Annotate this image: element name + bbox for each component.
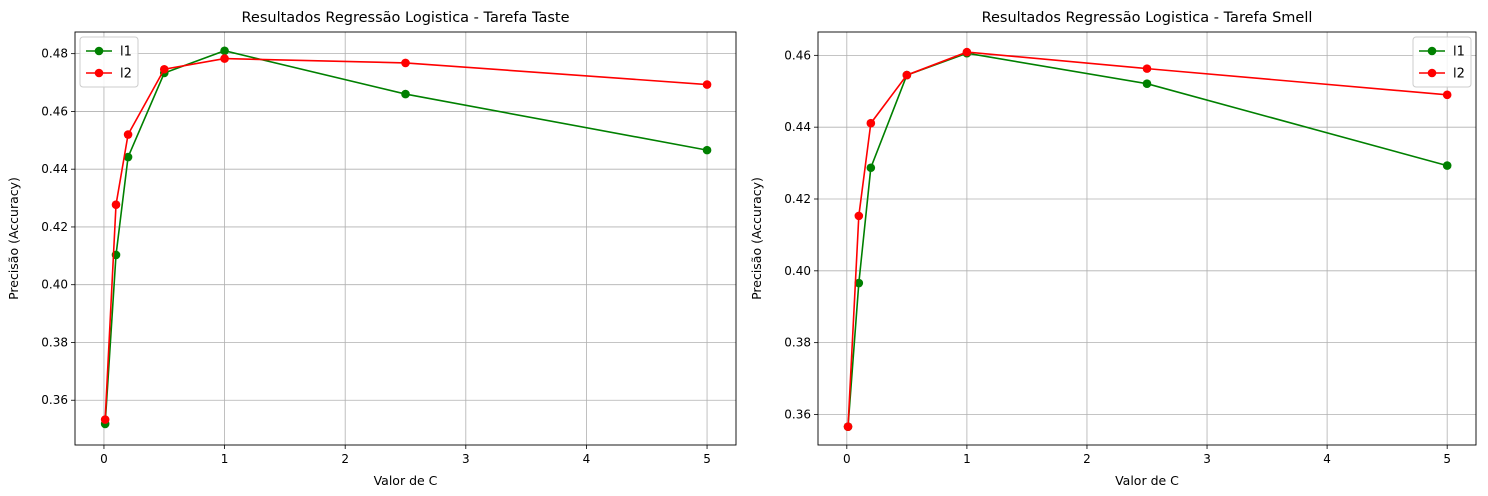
data-point-l2 [1142, 64, 1152, 73]
x-tick-label: 3 [1203, 452, 1211, 466]
data-point-l1 [866, 163, 876, 173]
data-point-l2 [854, 211, 864, 221]
x-tick-label: 2 [1083, 452, 1091, 466]
data-point-l1 [401, 89, 410, 99]
data-point-l2 [123, 130, 133, 139]
plot-frame [74, 31, 737, 446]
data-point-l2 [866, 118, 876, 128]
legend-label-l2: l2 [1453, 67, 1465, 82]
data-point-l2 [220, 54, 229, 63]
y-tick-label: 0.38 [41, 335, 68, 349]
legend-label-l1: l1 [120, 45, 132, 60]
data-point-l2 [702, 80, 712, 89]
legend-box [1412, 36, 1472, 88]
legend-marker-l2 [94, 68, 104, 78]
chart-title: Resultados Regressão Logistica - Tarefa … [241, 10, 569, 26]
x-tick-label: 5 [1443, 452, 1451, 466]
y-tick-label: 0.46 [784, 48, 811, 62]
x-axis-label: Valor de C [374, 473, 438, 488]
data-point-l1 [220, 46, 229, 56]
chart-title: Resultados Regressão Logistica - Tarefa … [982, 10, 1313, 26]
y-tick-label: 0.46 [41, 104, 68, 118]
x-tick-label: 2 [341, 452, 349, 466]
y-tick-label: 0.38 [784, 336, 811, 350]
y-axis-label: Precisão (Accuracy) [6, 177, 21, 300]
y-tick-label: 0.40 [41, 278, 68, 292]
legend-box [79, 36, 139, 88]
y-tick-label: 0.36 [784, 407, 811, 421]
data-point-l2 [902, 70, 912, 80]
y-tick-label: 0.44 [41, 162, 68, 176]
y-tick-label: 0.42 [784, 192, 811, 206]
data-point-l2 [1442, 90, 1452, 100]
x-tick-label: 5 [703, 452, 711, 466]
data-point-l1 [123, 152, 133, 162]
legend-marker-l2 [1427, 68, 1437, 78]
y-tick-label: 0.36 [41, 393, 68, 407]
legend-label-l2: l2 [120, 67, 132, 82]
data-point-l2 [111, 200, 121, 210]
legend-label-l1: l1 [1453, 45, 1465, 60]
data-point-l2 [401, 58, 410, 68]
plot-frame [817, 31, 1477, 446]
data-point-l2 [159, 64, 169, 74]
legend-marker-l1 [1427, 46, 1437, 56]
data-point-l2 [962, 47, 972, 57]
data-point-l2 [100, 415, 110, 424]
x-axis-label: Valor de C [1115, 473, 1179, 488]
x-tick-label: 0 [843, 452, 851, 466]
y-tick-label: 0.42 [41, 220, 68, 234]
chart-taste: 0 1 2 3 4 5 0.36 0.38 0.40 0.42 0.44 0.46 0.48 Result… [6, 10, 737, 488]
y-tick-label: 0.44 [784, 120, 811, 134]
legend-marker-l1 [94, 46, 104, 56]
x-tick-label: 4 [583, 452, 591, 466]
x-tick-label: 0 [100, 452, 108, 466]
y-tick-label: 0.48 [41, 47, 68, 61]
data-point-l1 [854, 278, 864, 288]
y-axis-label: Precisão (Accuracy) [749, 177, 764, 300]
data-point-l1 [1442, 161, 1452, 170]
x-tick-label: 1 [963, 452, 971, 466]
x-tick-label: 3 [462, 452, 470, 466]
x-tick-label: 1 [221, 452, 229, 466]
data-point-l1 [1142, 79, 1152, 89]
chart-smell: 0 1 2 3 4 5 0.36 0.38 0.40 0.42 0.44 0.46 Resultados… [749, 10, 1477, 488]
y-tick-label: 0.40 [784, 264, 811, 278]
data-point-l2 [843, 422, 853, 431]
data-point-l1 [702, 145, 712, 155]
x-tick-label: 4 [1323, 452, 1331, 466]
